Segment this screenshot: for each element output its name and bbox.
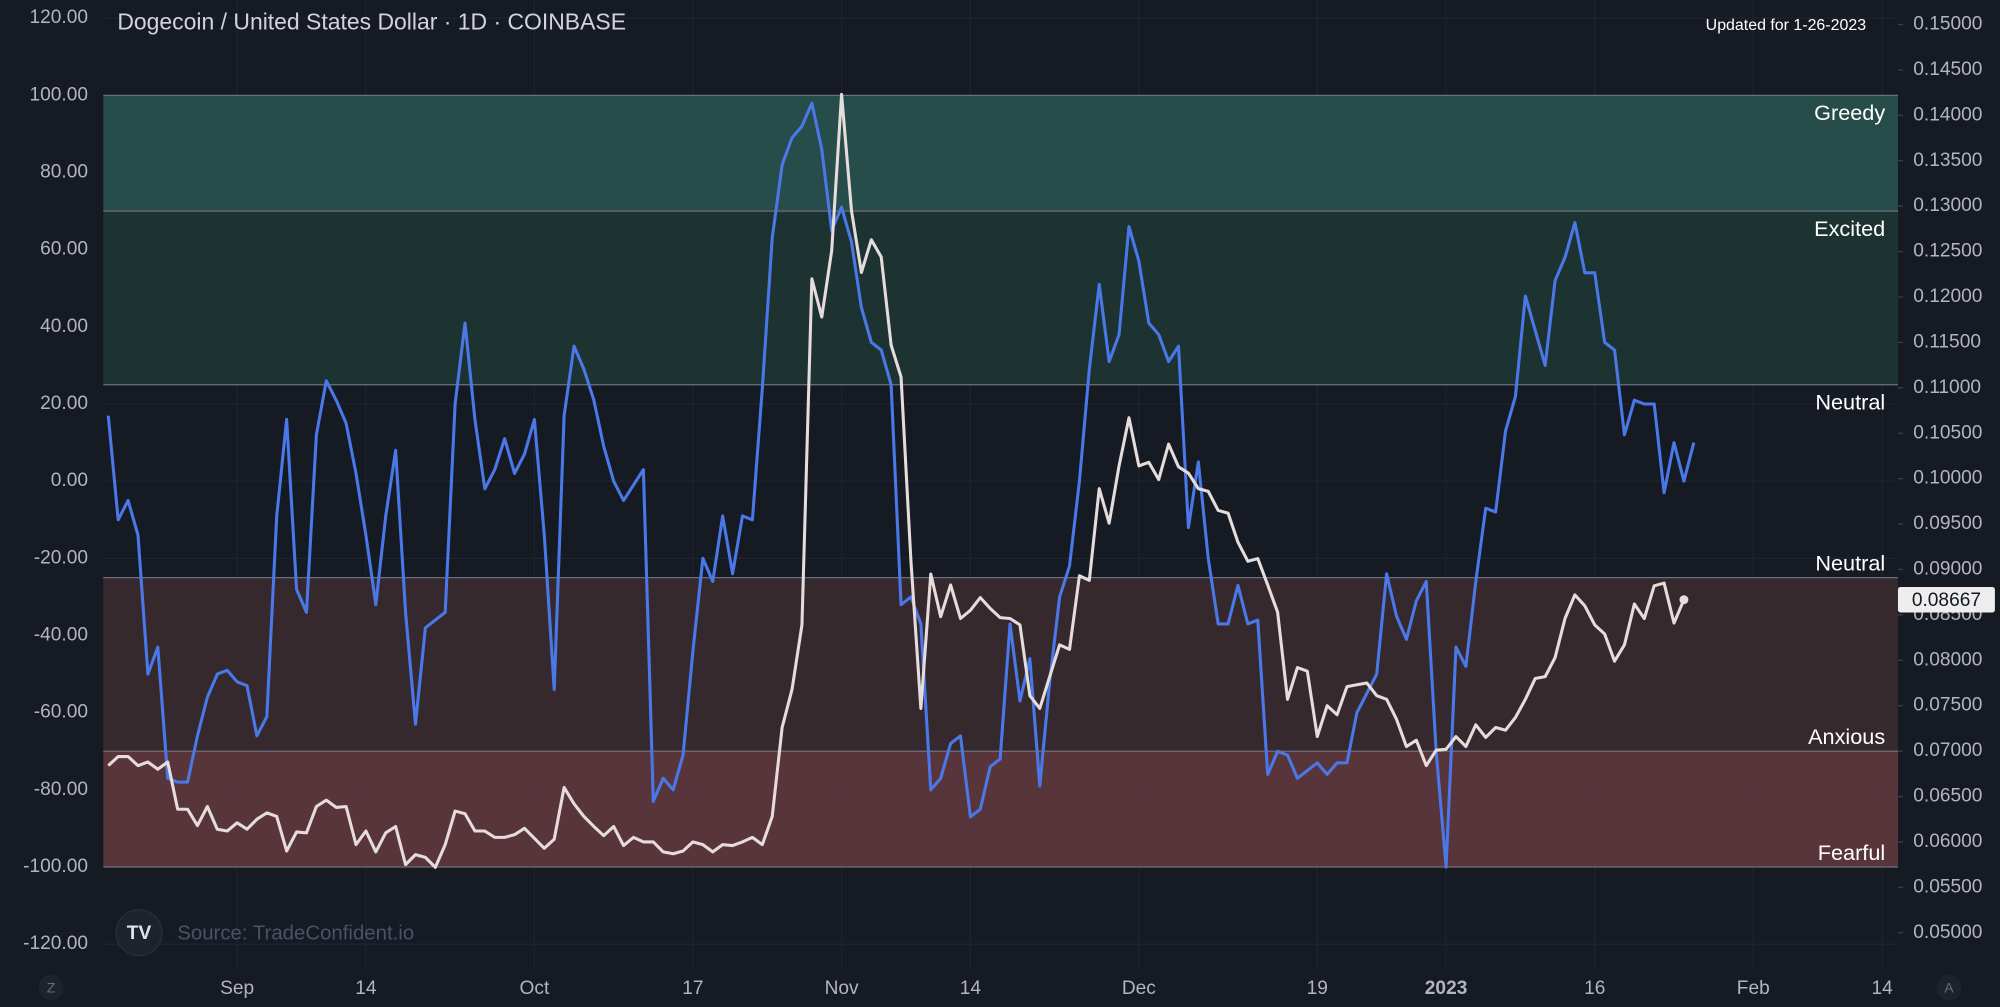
y2-tick-label: 0.12500 bbox=[1913, 241, 1982, 262]
zone-label: Greedy bbox=[1814, 100, 1885, 125]
zone-band bbox=[103, 95, 1898, 212]
y-tick-label: -20.00 bbox=[34, 547, 88, 568]
last-point bbox=[1679, 595, 1689, 605]
x-tick-label: Nov bbox=[825, 978, 859, 999]
y2-tick-label: 0.09000 bbox=[1913, 559, 1982, 580]
y2-tick-label: 0.07500 bbox=[1913, 695, 1982, 716]
x-tick-label: Oct bbox=[520, 978, 550, 999]
y2-tick-label: 0.05000 bbox=[1913, 922, 1982, 943]
y-tick-label: 120.00 bbox=[30, 7, 88, 28]
y2-tick-label: 0.13500 bbox=[1913, 150, 1982, 171]
source: Source: TradeConfident.io bbox=[177, 922, 414, 944]
y2-tick-label: 0.11000 bbox=[1913, 377, 1981, 398]
zone-band bbox=[103, 211, 1898, 385]
y2-tick-label: 0.09500 bbox=[1913, 513, 1982, 534]
x-tick-label: Sep bbox=[220, 978, 254, 999]
price-label-box bbox=[1897, 586, 1995, 613]
zone-label: Anxious bbox=[1808, 724, 1885, 749]
y-tick-label: 100.00 bbox=[30, 84, 88, 105]
logo-glyph: TV bbox=[127, 923, 152, 944]
y2-tick-label: 0.05500 bbox=[1913, 876, 1982, 897]
y-tick-label: -40.00 bbox=[34, 625, 88, 646]
y2-tick-label: 0.11500 bbox=[1913, 331, 1981, 352]
y-tick-label: -120.00 bbox=[23, 933, 88, 954]
y-tick-label: -80.00 bbox=[34, 779, 88, 800]
chart-subtitle: Updated for 1-26-2023 bbox=[1706, 17, 1867, 34]
y2-tick-label: 0.10000 bbox=[1913, 468, 1982, 489]
y-tick-label: 40.00 bbox=[40, 316, 88, 337]
scale-button[interactable] bbox=[1936, 974, 1962, 1001]
x-tick-label: 2023 bbox=[1425, 978, 1468, 999]
x-tick-label: 19 bbox=[1307, 978, 1328, 999]
zone-label: Neutral bbox=[1815, 390, 1885, 415]
series-line bbox=[107, 92, 1686, 869]
x-tick-label: 14 bbox=[960, 978, 982, 999]
y2-tick-label: 0.12000 bbox=[1913, 286, 1982, 307]
scale-button-label[interactable]: A bbox=[1944, 980, 1954, 996]
y-tick-label: -60.00 bbox=[34, 702, 88, 723]
y2-tick-label: 0.14000 bbox=[1913, 104, 1982, 125]
y2-tick-label: 0.07000 bbox=[1913, 740, 1982, 761]
y-tick-label: 0.00 bbox=[51, 470, 88, 491]
chart-title: Dogecoin / United States Dollar · 1D · C… bbox=[117, 8, 626, 34]
scale-button-label[interactable]: Z bbox=[47, 980, 56, 996]
y-tick-label: 80.00 bbox=[40, 162, 88, 183]
x-tick-label: 17 bbox=[682, 978, 703, 999]
x-tick-label: 14 bbox=[355, 978, 377, 999]
scale-button[interactable] bbox=[38, 974, 64, 1001]
price-label: 0.08667 bbox=[1912, 590, 1981, 611]
y2-tick-label: 0.15000 bbox=[1913, 14, 1982, 35]
zone-band bbox=[103, 577, 1898, 752]
x-tick-label: 14 bbox=[1871, 978, 1893, 999]
y-tick-label: 60.00 bbox=[40, 239, 88, 260]
y2-tick-label: 0.13000 bbox=[1913, 195, 1982, 216]
zone-label: Excited bbox=[1814, 216, 1885, 241]
y-tick-label: 20.00 bbox=[40, 393, 88, 414]
zone-band bbox=[103, 751, 1898, 868]
series-line bbox=[106, 101, 1696, 869]
logo-circle bbox=[115, 909, 163, 957]
zone-label: Fearful bbox=[1818, 840, 1885, 865]
zone-label: Neutral bbox=[1815, 551, 1885, 576]
y2-tick-label: 0.08000 bbox=[1913, 649, 1982, 670]
y2-tick-label: 0.06000 bbox=[1913, 831, 1982, 852]
x-tick-label: Feb bbox=[1737, 978, 1770, 999]
y2-tick-label: 0.06500 bbox=[1913, 786, 1982, 807]
tv-logo: TV bbox=[115, 909, 163, 957]
y2-tick-label: 0.14500 bbox=[1913, 59, 1982, 80]
x-tick-label: Dec bbox=[1122, 978, 1156, 999]
y2-tick-label: 0.10500 bbox=[1913, 422, 1982, 443]
x-tick-label: 16 bbox=[1584, 978, 1605, 999]
y-tick-label: -100.00 bbox=[23, 856, 88, 877]
